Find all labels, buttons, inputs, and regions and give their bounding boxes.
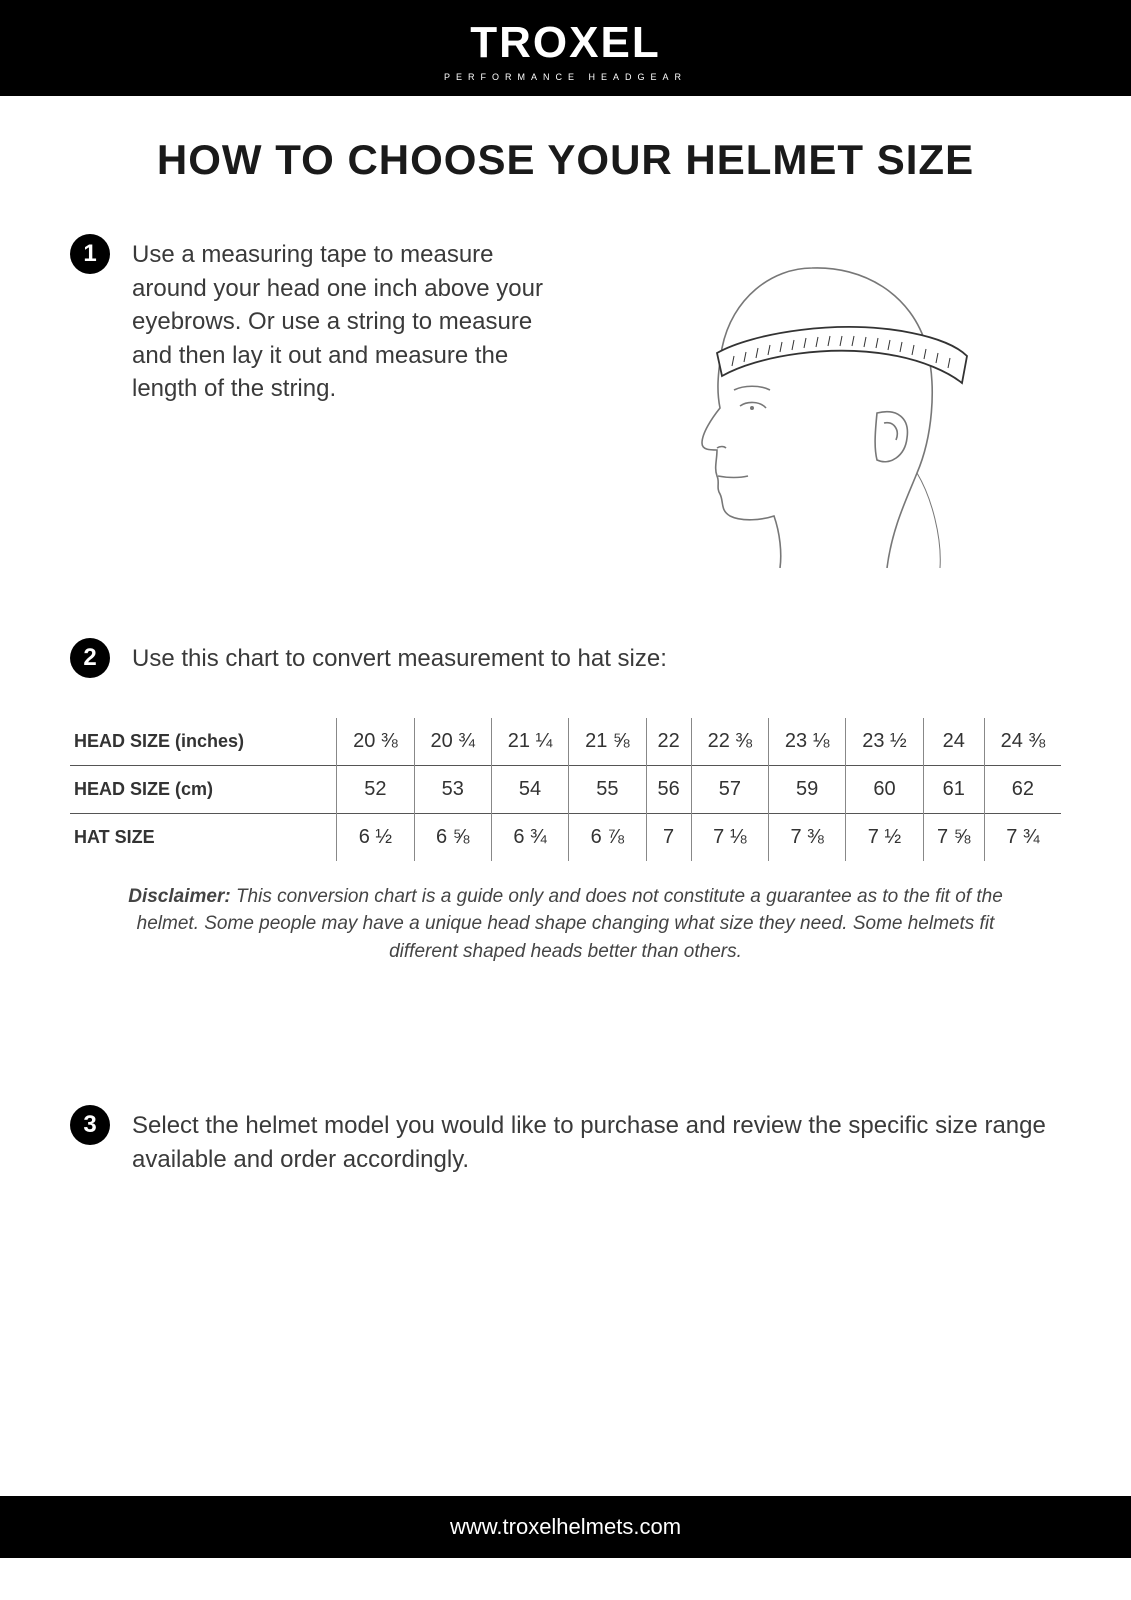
cell: 53 xyxy=(414,765,491,813)
step-1-body: Use a measuring tape to measure around y… xyxy=(132,234,1061,578)
row-header-hat: HAT SIZE xyxy=(70,813,337,861)
cell: 56 xyxy=(646,765,691,813)
size-chart-table: HEAD SIZE (inches) 20 ⅜ 20 ¾ 21 ¼ 21 ⅝ 2… xyxy=(70,718,1061,861)
brand-logo: TROXEL xyxy=(0,18,1131,68)
cell: 57 xyxy=(691,765,768,813)
row-header-inches: HEAD SIZE (inches) xyxy=(70,718,337,766)
size-chart-container: HEAD SIZE (inches) 20 ⅜ 20 ¾ 21 ¼ 21 ⅝ 2… xyxy=(70,718,1061,861)
cell: 22 ⅜ xyxy=(691,718,768,766)
step-1-text: Use a measuring tape to measure around y… xyxy=(132,238,572,406)
step-3-text: Select the helmet model you would like t… xyxy=(132,1105,1061,1176)
cell: 20 ¾ xyxy=(414,718,491,766)
cell: 22 xyxy=(646,718,691,766)
cell: 7 ⅛ xyxy=(691,813,768,861)
step-3-badge: 3 xyxy=(70,1105,110,1145)
cell: 24 ⅜ xyxy=(984,718,1061,766)
head-profile-icon xyxy=(662,238,1002,568)
table-row-hat: HAT SIZE 6 ½ 6 ⅝ 6 ¾ 6 ⅞ 7 7 ⅛ 7 ⅜ 7 ½ 7… xyxy=(70,813,1061,861)
footer: www.troxelhelmets.com xyxy=(0,1496,1131,1558)
cell: 21 ⅝ xyxy=(569,718,646,766)
page-title: HOW TO CHOOSE YOUR HELMET SIZE xyxy=(70,136,1061,184)
spacer xyxy=(70,965,1061,1105)
cell: 7 ¾ xyxy=(984,813,1061,861)
cell: 7 xyxy=(646,813,691,861)
cell: 23 ⅛ xyxy=(768,718,845,766)
cell: 7 ⅜ xyxy=(768,813,845,861)
head-measuring-illustration xyxy=(602,238,1061,578)
table-row-cm: HEAD SIZE (cm) 52 53 54 55 56 57 59 60 6… xyxy=(70,765,1061,813)
cell: 23 ½ xyxy=(846,718,923,766)
disclaimer: Disclaimer: This conversion chart is a g… xyxy=(120,883,1011,966)
step-2-text: Use this chart to convert measurement to… xyxy=(132,638,1061,676)
brand-name: TROXEL xyxy=(470,18,660,67)
cell: 62 xyxy=(984,765,1061,813)
cell: 6 ½ xyxy=(337,813,414,861)
step-1: 1 Use a measuring tape to measure around… xyxy=(70,234,1061,578)
disclaimer-label: Disclaimer: xyxy=(128,886,230,907)
step-1-badge: 1 xyxy=(70,234,110,274)
brand-tagline: PERFORMANCE HEADGEAR xyxy=(0,72,1131,82)
cell: 7 ½ xyxy=(846,813,923,861)
cell: 6 ⅝ xyxy=(414,813,491,861)
spacer xyxy=(70,1216,1061,1436)
cell: 54 xyxy=(491,765,568,813)
page-content: HOW TO CHOOSE YOUR HELMET SIZE 1 Use a m… xyxy=(0,96,1131,1496)
step-3: 3 Select the helmet model you would like… xyxy=(70,1105,1061,1176)
cell: 6 ⅞ xyxy=(569,813,646,861)
brand-header: TROXEL PERFORMANCE HEADGEAR xyxy=(0,0,1131,96)
cell: 24 xyxy=(923,718,984,766)
cell: 21 ¼ xyxy=(491,718,568,766)
cell: 60 xyxy=(846,765,923,813)
cell: 7 ⅝ xyxy=(923,813,984,861)
footer-url: www.troxelhelmets.com xyxy=(450,1514,681,1539)
row-header-cm: HEAD SIZE (cm) xyxy=(70,765,337,813)
cell: 52 xyxy=(337,765,414,813)
table-row-inches: HEAD SIZE (inches) 20 ⅜ 20 ¾ 21 ¼ 21 ⅝ 2… xyxy=(70,718,1061,766)
cell: 6 ¾ xyxy=(491,813,568,861)
cell: 61 xyxy=(923,765,984,813)
cell: 55 xyxy=(569,765,646,813)
disclaimer-text: This conversion chart is a guide only an… xyxy=(137,886,1003,962)
cell: 20 ⅜ xyxy=(337,718,414,766)
step-2: 2 Use this chart to convert measurement … xyxy=(70,638,1061,678)
cell: 59 xyxy=(768,765,845,813)
step-2-badge: 2 xyxy=(70,638,110,678)
